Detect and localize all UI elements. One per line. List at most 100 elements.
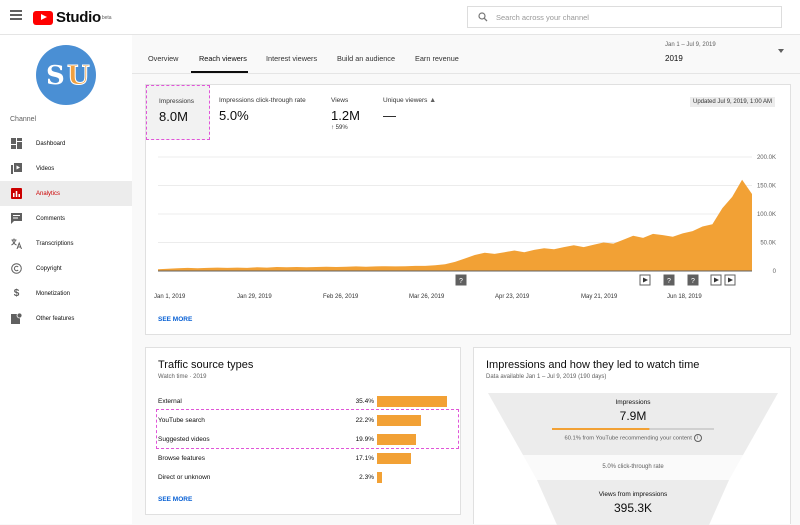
x-tick-label: Jun 18, 2019 (667, 294, 702, 300)
tabs-divider (132, 73, 800, 74)
youtube-studio-logo[interactable]: Studio beta (33, 9, 112, 26)
sidebar-item-transcriptions[interactable]: Transcriptions (0, 231, 132, 256)
date-range-year: 2019 (665, 54, 683, 63)
analytics-tabs: Overview Reach viewers Interest viewers … (132, 35, 800, 73)
help-marker-icon[interactable]: ? (455, 274, 467, 286)
dashboard-icon (11, 138, 22, 149)
funnel-ctr-text: 5.0% click-through rate (602, 464, 664, 470)
tab-earn-revenue[interactable]: Earn revenue (415, 54, 459, 63)
sidebar-item-label: Copyright (36, 265, 62, 272)
transcriptions-icon (11, 238, 22, 249)
x-tick-label: Apr 23, 2019 (495, 294, 530, 300)
highlight-box (156, 409, 459, 449)
hamburger-menu-icon[interactable] (10, 10, 22, 20)
traffic-source-bar (377, 453, 411, 464)
kpi-value: — (383, 108, 396, 123)
x-tick-label: Feb 26, 2019 (323, 294, 359, 300)
warning-icon[interactable]: ▲ (429, 97, 437, 104)
traffic-source-bar (377, 472, 382, 483)
see-more-link[interactable]: SEE MORE (158, 496, 193, 503)
sidebar-item-videos[interactable]: Videos (0, 156, 132, 181)
sidebar-item-comments[interactable]: Comments (0, 206, 132, 231)
info-icon[interactable]: i (693, 434, 702, 442)
sidebar-item-label: Videos (36, 165, 55, 172)
y-tick-label: 150.0K (757, 184, 776, 190)
sidebar-item-analytics[interactable]: Analytics (0, 181, 132, 206)
search-box[interactable] (467, 6, 782, 28)
sidebar-item-label: Dashboard (36, 140, 66, 147)
top-bar: Studio beta (0, 0, 800, 35)
sidebar-item-monetization[interactable]: $ Monetization (0, 281, 132, 306)
help-marker-icon[interactable]: ? (663, 274, 675, 286)
avatar-letter-u: U (67, 61, 91, 92)
traffic-title: Traffic source types (158, 359, 254, 371)
impressions-funnel-card: Impressions and how they led to watch ti… (473, 347, 791, 525)
traffic-source-percent: 2.3% (359, 474, 374, 481)
logo-text: Studio (56, 9, 101, 26)
x-tick-label: May 21, 2019 (581, 294, 618, 300)
y-tick-label: 50.0K (760, 241, 776, 247)
traffic-source-bar (377, 415, 421, 426)
copyright-icon (11, 263, 22, 274)
see-more-link[interactable]: SEE MORE (158, 316, 193, 323)
video-marker-play-icon[interactable] (724, 274, 736, 286)
sidebar-item-other-features[interactable]: Other features (0, 306, 132, 331)
impressions-area-series (158, 179, 752, 271)
traffic-row[interactable]: Suggested videos 19.9% (146, 430, 462, 449)
traffic-source-percent: 35.4% (355, 398, 374, 405)
other-features-icon (11, 313, 22, 324)
tab-build-an-audience[interactable]: Build an audience (337, 54, 396, 63)
monetization-icon: $ (13, 288, 20, 299)
funnel-views-value: 395.3K (613, 501, 653, 515)
kpi-unique-viewers[interactable]: Unique viewers ▲ — (383, 85, 453, 141)
kpi-ctr[interactable]: Impressions click-through rate 5.0% (219, 85, 329, 141)
traffic-row[interactable]: Browse features 17.1% (146, 449, 462, 468)
traffic-source-name: Suggested videos (158, 436, 210, 443)
tab-overview[interactable]: Overview (148, 54, 179, 63)
kpi-label-text: Unique viewers (383, 97, 428, 104)
videos-icon (11, 163, 22, 174)
svg-text:?: ? (691, 278, 695, 285)
analytics-icon (11, 188, 22, 199)
traffic-source-percent: 19.9% (355, 436, 374, 443)
help-marker-icon[interactable]: ? (687, 274, 699, 286)
chevron-down-icon[interactable] (778, 49, 784, 53)
svg-text:?: ? (667, 278, 671, 285)
search-input[interactable] (496, 12, 766, 22)
funnel-graphic (488, 393, 778, 525)
sidebar: S U Channel Dashboard Videos Analytics C… (0, 35, 132, 524)
traffic-source-percent: 17.1% (355, 455, 374, 462)
kpi-label: Unique viewers ▲ (383, 97, 436, 104)
sidebar-item-label: Transcriptions (36, 240, 74, 247)
traffic-source-card: Traffic source types Watch time · 2019 E… (145, 347, 461, 515)
x-tick-label: Mar 26, 2019 (409, 294, 445, 300)
channel-avatar[interactable]: S U (36, 45, 96, 105)
sidebar-item-dashboard[interactable]: Dashboard (0, 131, 132, 156)
tab-reach-viewers[interactable]: Reach viewers (199, 54, 247, 63)
funnel-recommend-text: 60.1% from YouTube recommending your con… (564, 435, 692, 442)
traffic-source-name: YouTube search (158, 417, 205, 424)
kpi-impressions[interactable]: Impressions 8.0M (146, 85, 210, 140)
traffic-row[interactable]: YouTube search 22.2% (146, 411, 462, 430)
logo-beta-badge: beta (101, 14, 112, 21)
comments-icon (11, 213, 22, 224)
traffic-row[interactable]: Direct or unknown 2.3% (146, 468, 462, 487)
active-tab-indicator (191, 71, 248, 73)
date-range-text: Jan 1 – Jul 9, 2019 (665, 42, 716, 48)
kpi-views[interactable]: Views 1.2M ↑ 59% (331, 85, 381, 141)
date-range-picker[interactable]: Jan 1 – Jul 9, 2019 2019 (665, 42, 716, 63)
video-marker-play-icon[interactable] (710, 274, 722, 286)
updated-badge: Updated Jul 9, 2019, 1:00 AM (690, 97, 776, 107)
youtube-logo-icon (33, 10, 53, 25)
tab-interest-viewers[interactable]: Interest viewers (266, 54, 318, 63)
traffic-source-bar (377, 434, 417, 445)
sidebar-item-label: Analytics (36, 190, 61, 197)
x-tick-label: Jan 29, 2019 (237, 294, 272, 300)
funnel-views-label: Views from impressions (598, 491, 668, 498)
sidebar-item-copyright[interactable]: Copyright (0, 256, 132, 281)
svg-text:?: ? (459, 278, 463, 285)
traffic-row[interactable]: External 35.4% (146, 392, 462, 411)
traffic-source-percent: 22.2% (355, 417, 374, 424)
funnel-impressions-label: Impressions (615, 399, 651, 406)
video-marker-play-icon[interactable] (639, 274, 651, 286)
